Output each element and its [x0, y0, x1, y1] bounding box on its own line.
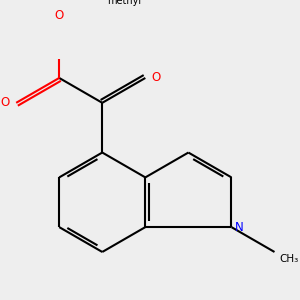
Text: O: O: [55, 9, 64, 22]
Text: O: O: [1, 96, 10, 109]
Text: CH₃: CH₃: [279, 254, 298, 264]
Text: methyl: methyl: [107, 0, 141, 6]
Text: N: N: [235, 220, 244, 234]
Text: O: O: [152, 71, 161, 85]
